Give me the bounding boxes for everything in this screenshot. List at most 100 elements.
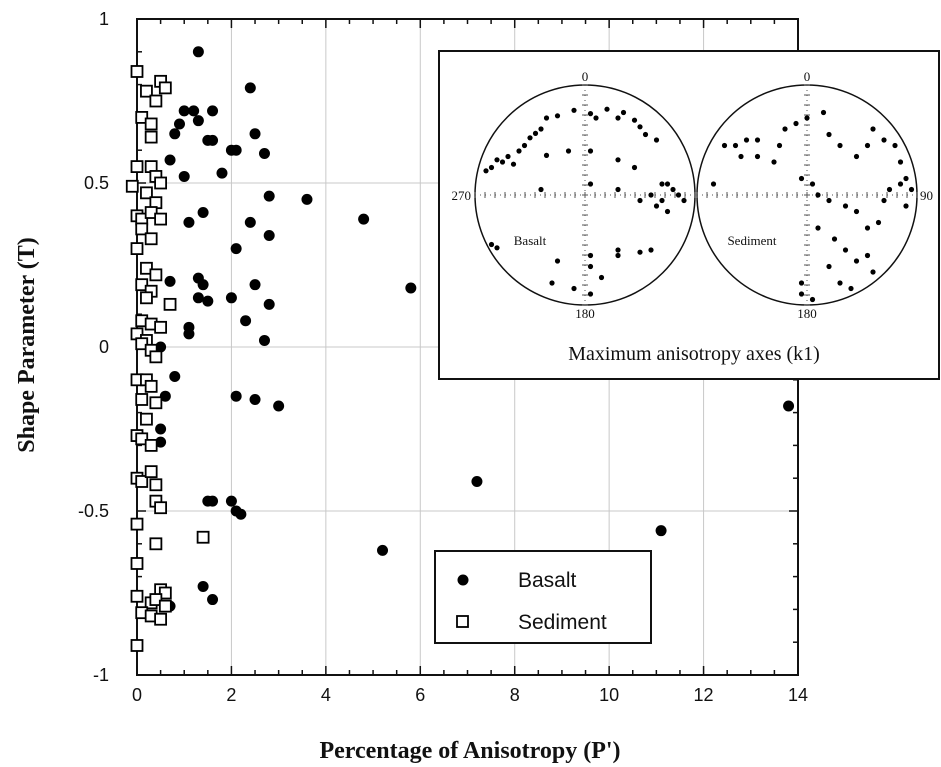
- stereonet-pole: [571, 107, 577, 113]
- stereonet-pole: [853, 208, 860, 215]
- stereonet-pole: [864, 142, 871, 149]
- data-point-basalt: [183, 328, 195, 340]
- data-point-sediment: [144, 438, 158, 452]
- data-point-basalt: [173, 118, 185, 130]
- stereonet-pole: [538, 126, 544, 132]
- stereonet-pole: [549, 280, 555, 286]
- y-tick-label: 0.5: [84, 173, 109, 193]
- legend-marker-sediment: [456, 615, 469, 628]
- data-point-sediment: [144, 379, 158, 393]
- stereonet-pole: [798, 175, 805, 182]
- data-point-sediment: [130, 160, 144, 174]
- stereonet-pole: [837, 280, 843, 286]
- y-tick-labels: 1 0.5 0 -0.5 -1: [78, 9, 109, 685]
- data-point-basalt: [164, 275, 176, 287]
- stereonet-pole: [648, 247, 654, 253]
- data-point-basalt: [169, 371, 181, 383]
- data-point-sediment: [135, 278, 149, 292]
- data-point-sediment: [196, 530, 210, 544]
- stereonet-pole: [499, 159, 506, 165]
- stereonet-pole: [710, 181, 717, 187]
- stereonet-pole: [881, 137, 887, 143]
- stereonet-pole: [870, 126, 876, 132]
- data-point-basalt: [207, 134, 219, 146]
- stereonet-pole: [587, 291, 594, 297]
- stereonet-pole: [743, 137, 750, 143]
- inset-stereonet-panel: 0 180 270 Basalt 0 180 90 Sediment Maximum anis…: [438, 50, 940, 380]
- stereonet-pole: [664, 208, 671, 215]
- legend-box: [434, 550, 652, 644]
- stereonet-label-north: 0: [804, 69, 811, 84]
- stereonet-pole: [615, 247, 621, 253]
- stereonet-basalt: 0 180 270 Basalt: [452, 69, 696, 321]
- stereonet-pole: [653, 203, 660, 209]
- data-point-sediment: [149, 268, 163, 282]
- data-point-sediment: [135, 432, 149, 446]
- stereonet-pole: [659, 181, 665, 187]
- x-tick-label: 2: [226, 685, 236, 705]
- stereonet-pole: [543, 152, 550, 158]
- stereonet-pole: [754, 153, 761, 160]
- data-point-sediment: [154, 176, 168, 190]
- x-tick-label: 0: [132, 685, 142, 705]
- stereonet-pole: [771, 159, 777, 165]
- stereonet-pole: [908, 186, 915, 193]
- stereonet-pole: [826, 131, 832, 138]
- stereonet-label-south: 180: [797, 306, 817, 321]
- stereonet-pole: [521, 142, 528, 149]
- stereonet-pole: [848, 285, 854, 292]
- data-point-basalt: [207, 105, 219, 117]
- x-tick-label: 10: [599, 685, 619, 705]
- stereonet-label-north: 0: [582, 69, 589, 84]
- stereonet-label-east: 90: [920, 188, 933, 203]
- data-point-basalt: [244, 216, 256, 228]
- data-point-basalt: [405, 282, 417, 294]
- stereonet-pole: [571, 285, 577, 292]
- stereonet-pole: [782, 126, 788, 132]
- data-point-basalt: [377, 544, 389, 556]
- data-point-sediment: [130, 589, 144, 603]
- inset-frame: [438, 50, 940, 380]
- data-point-basalt: [197, 279, 209, 291]
- stereonet-pole: [538, 186, 544, 193]
- data-point-basalt: [202, 295, 214, 307]
- stereonet-pole: [853, 258, 860, 264]
- data-point-basalt: [192, 292, 204, 304]
- x-tick-labels: 0 2 4 6 8 10 12 14: [132, 685, 808, 705]
- stereonet-pole: [494, 157, 500, 163]
- stereonet-pole: [853, 153, 860, 160]
- data-point-sediment: [158, 599, 172, 613]
- stereonet-pole: [892, 142, 898, 149]
- data-point-sediment: [144, 117, 158, 131]
- x-axis-label: Percentage of Anisotropy (P'): [319, 738, 620, 764]
- stereonet-pole: [543, 115, 550, 121]
- data-point-basalt: [249, 128, 261, 140]
- data-point-sediment: [140, 261, 153, 275]
- y-tick-label: -0.5: [78, 501, 109, 521]
- stereonet-pole: [754, 137, 761, 143]
- y-tick-label: 1: [99, 9, 109, 29]
- data-point-basalt: [159, 390, 171, 402]
- legend: Basalt Sediment: [434, 550, 652, 644]
- data-point-basalt: [358, 213, 370, 225]
- data-point-sediment: [149, 94, 163, 108]
- stereonet-pole: [815, 192, 821, 198]
- stereonet-pole: [604, 106, 610, 112]
- stereonet-sediment: 0 180 90 Sediment: [696, 69, 933, 321]
- data-point-sediment: [158, 586, 172, 600]
- stereonet-pole: [483, 168, 489, 174]
- data-point-basalt: [207, 495, 219, 507]
- stereonet-pole: [653, 137, 660, 143]
- x-tick-label: 6: [415, 685, 425, 705]
- data-point-basalt: [263, 229, 275, 241]
- data-point-basalt: [230, 243, 242, 255]
- stereonet-pole: [527, 135, 533, 141]
- data-point-basalt: [216, 167, 228, 179]
- data-point-sediment: [154, 612, 168, 626]
- data-point-basalt: [155, 341, 167, 353]
- data-point-sediment: [144, 465, 158, 479]
- data-point-basalt: [192, 115, 204, 127]
- stereonet-pole: [809, 181, 816, 187]
- data-point-basalt: [244, 82, 256, 94]
- stereonet-label-south: 180: [575, 306, 595, 321]
